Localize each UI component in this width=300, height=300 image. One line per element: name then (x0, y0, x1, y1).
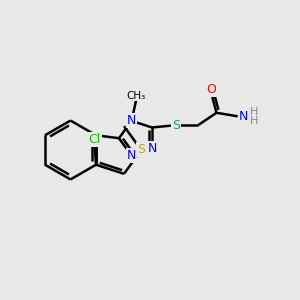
Text: S: S (172, 118, 180, 132)
Text: N: N (239, 110, 248, 123)
Text: H: H (250, 116, 259, 126)
Text: N: N (127, 149, 136, 162)
Text: Cl: Cl (88, 133, 101, 146)
Text: CH₃: CH₃ (126, 91, 146, 101)
Text: N: N (127, 114, 136, 128)
Text: S: S (137, 143, 145, 157)
Text: O: O (206, 83, 216, 96)
Text: H: H (250, 106, 259, 117)
Text: N: N (147, 142, 157, 155)
